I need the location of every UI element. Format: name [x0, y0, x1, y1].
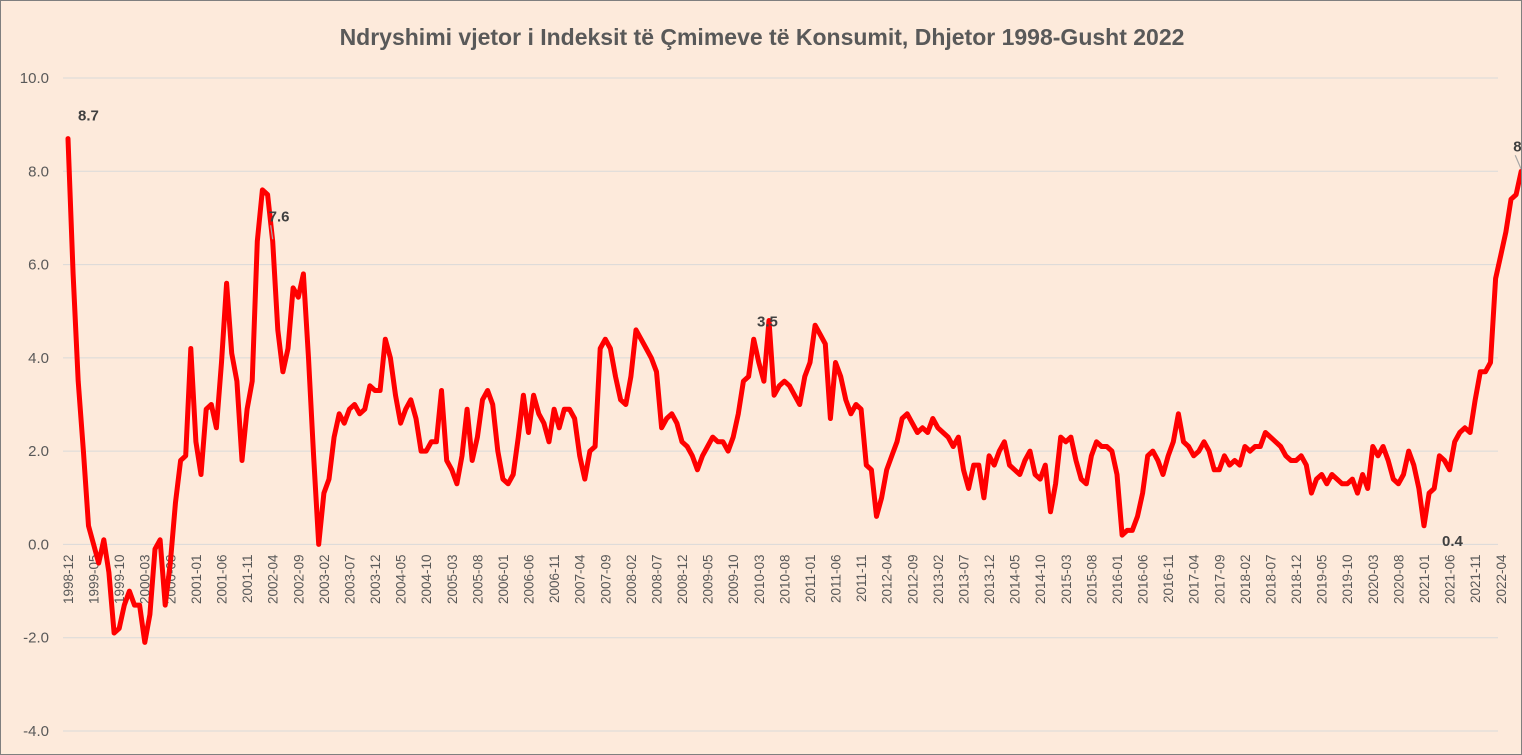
y-tick-label: 6.0 [28, 257, 49, 274]
x-tick-label: 2003-07 [342, 554, 357, 604]
data-label-leader [1514, 155, 1521, 170]
y-tick-label: -4.0 [23, 723, 49, 740]
x-tick-label: 2016-06 [1136, 554, 1151, 604]
x-tick-label: 2017-09 [1212, 554, 1227, 604]
x-tick-label: 2018-07 [1263, 554, 1278, 604]
x-tick-label: 2020-08 [1391, 554, 1406, 604]
x-tick-label: 2022-04 [1494, 554, 1509, 604]
x-tick-label: 2014-05 [1008, 554, 1023, 604]
x-tick-label: 2006-01 [496, 554, 511, 604]
x-tick-label: 2007-04 [573, 554, 588, 604]
x-tick-label: 2003-12 [368, 554, 383, 604]
gridlines [63, 77, 1498, 732]
series-layer [65, 136, 1521, 645]
x-tick-label: 2021-11 [1468, 554, 1483, 603]
x-tick-label: 2006-06 [522, 554, 537, 604]
x-tick-label: 2008-07 [649, 554, 664, 604]
x-tick-label: 2012-09 [905, 554, 920, 604]
data-label: 0.4 [1442, 533, 1464, 550]
x-tick-label: 2002-04 [266, 554, 281, 604]
y-tick-label: -2.0 [23, 630, 49, 647]
x-tick-label: 2010-03 [752, 554, 767, 604]
x-tick-label: 2007-09 [598, 554, 613, 604]
y-tick-label: 4.0 [28, 350, 49, 367]
x-tick-label: 2004-05 [394, 554, 409, 604]
x-tick-label: 2014-10 [1033, 554, 1048, 604]
x-tick-label: 2012-04 [880, 554, 895, 604]
x-tick-label: 2019-10 [1340, 554, 1355, 604]
x-tick-label: 2011-01 [803, 554, 818, 603]
x-tick-label: 2019-05 [1315, 554, 1330, 604]
x-tick-label: 2008-12 [675, 554, 690, 604]
x-tick-label: 2020-03 [1366, 554, 1381, 604]
x-tick-label: 2021-06 [1443, 554, 1458, 604]
y-tick-label: 2.0 [28, 443, 49, 460]
x-tick-label: 2016-11 [1161, 554, 1176, 603]
x-axis-tick-labels: 1998-12 1999-05 1999-10 2000-03 2000-08 2001-… [61, 554, 1509, 604]
x-tick-label: 2015-03 [1059, 554, 1074, 604]
x-tick-label: 2002-09 [291, 554, 306, 604]
x-tick-label: 2013-02 [931, 554, 946, 604]
x-tick-label: 2001-06 [215, 554, 230, 604]
data-label: 8.0 [1513, 138, 1521, 155]
x-tick-label: 2018-12 [1289, 554, 1304, 604]
x-tick-label: 2005-08 [470, 554, 485, 604]
data-label: 8.7 [78, 108, 99, 125]
x-tick-label: 1999-05 [87, 554, 102, 604]
x-tick-label: 2013-07 [956, 554, 971, 604]
x-tick-label: 2010-08 [777, 554, 792, 604]
y-tick-label: 0.0 [28, 536, 49, 553]
data-label-leader [270, 225, 274, 240]
data-label: 3.5 [757, 314, 778, 331]
x-tick-label: 2001-11 [240, 554, 255, 603]
x-tick-label: 2006-11 [547, 554, 562, 603]
x-tick-label: 2005-03 [445, 554, 460, 604]
cpi-line [65, 136, 1521, 645]
x-tick-label: 2000-03 [138, 554, 153, 604]
y-tick-label: 10.0 [20, 70, 49, 87]
y-axis-tick-labels: -4.0 -2.0 0.0 2.0 4.0 6.0 8.0 10.0 [20, 70, 49, 740]
x-tick-label: 2013-12 [982, 554, 997, 604]
x-tick-label: 1998-12 [61, 554, 76, 604]
x-tick-label: 2011-11 [854, 554, 869, 602]
x-tick-label: 2017-04 [1187, 554, 1202, 604]
x-tick-label: 2009-10 [726, 554, 741, 604]
x-tick-label: 2011-06 [829, 554, 844, 603]
x-tick-label: 2001-01 [189, 554, 204, 604]
x-tick-label: 2004-10 [419, 554, 434, 604]
x-tick-label: 2009-05 [701, 554, 716, 604]
x-tick-label: 2016-01 [1110, 554, 1125, 604]
data-label: 7.6 [269, 208, 290, 225]
x-tick-label: 1999-10 [112, 554, 127, 604]
y-tick-label: 8.0 [28, 163, 49, 180]
chart-title: Ndryshimi vjetor i Indeksit të Çmimeve t… [340, 24, 1185, 50]
x-tick-label: 2015-08 [1084, 554, 1099, 604]
x-tick-label: 2021-01 [1417, 554, 1432, 604]
data-labels: 8.7 7.6 3.5 0.4 8.0 [78, 108, 1521, 550]
x-tick-label: 2018-02 [1238, 554, 1253, 604]
x-tick-label: 2003-02 [317, 554, 332, 604]
x-tick-label: 2008-02 [624, 554, 639, 604]
